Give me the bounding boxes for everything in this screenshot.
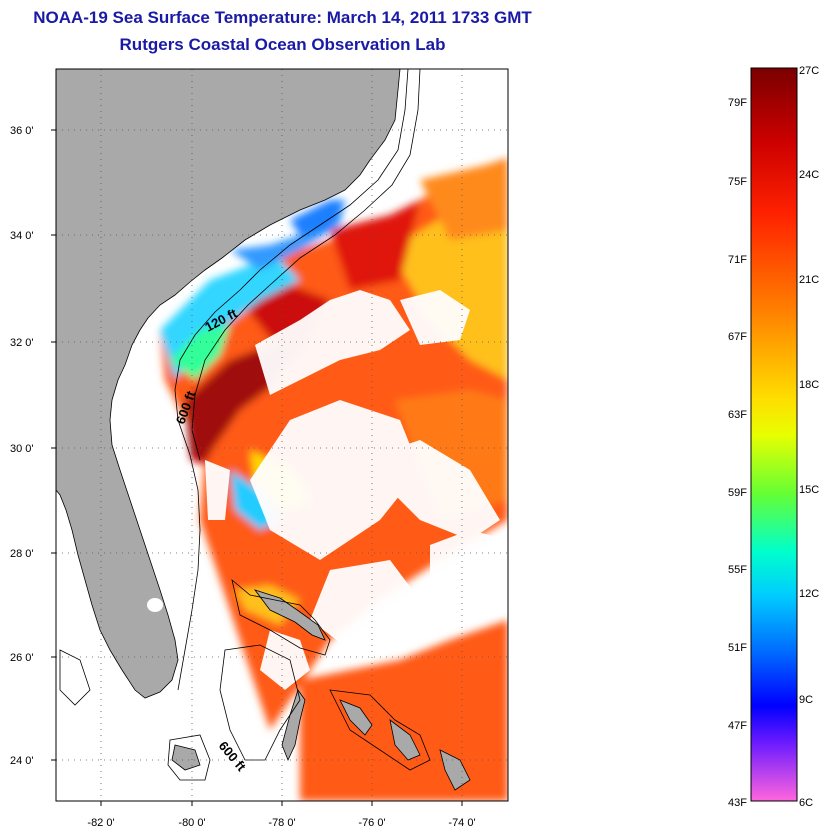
map-layers [56, 69, 508, 801]
colorbar [750, 67, 798, 802]
lon-tick-label: -76 0' [358, 817, 385, 829]
colorbar-f-label: 43F [728, 797, 747, 809]
landmass-us [56, 69, 401, 699]
colorbar-f-label: 71F [728, 254, 747, 266]
colorbar-c-label: 9C [799, 694, 813, 706]
cloud-cover [205, 290, 508, 690]
lat-tick-label: 36 0' [10, 125, 34, 137]
lon-tick-label: -82 0' [87, 817, 114, 829]
colorbar-c-label: 27C [799, 65, 819, 77]
colorbar-c-label: 24C [799, 169, 819, 181]
graticule [56, 69, 508, 801]
colorbar-f-label: 59F [728, 487, 747, 499]
tick-marks [51, 129, 463, 806]
lat-tick-label: 24 0' [10, 755, 34, 767]
colorbar-f-label: 51F [728, 642, 747, 654]
lon-tick-label: -78 0' [268, 817, 295, 829]
colorbar-f-label: 79F [728, 97, 747, 109]
lake-okeechobee [147, 598, 163, 612]
colorbar-c-label: 21C [799, 274, 819, 286]
colorbar-f-label: 55F [728, 564, 747, 576]
colorbar-f-label: 47F [728, 720, 747, 732]
bathymetry-contours [59, 69, 431, 781]
map-subtitle: Rutgers Coastal Ocean Observation Lab [119, 35, 446, 54]
lat-tick-label: 26 0' [10, 652, 34, 664]
colorbar-c-label: 12C [799, 588, 819, 600]
lat-tick-label: 34 0' [10, 230, 34, 242]
lat-tick-label: 32 0' [10, 337, 34, 349]
lat-tick-label: 28 0' [10, 548, 34, 560]
colorbar-c-label: 6C [799, 797, 813, 809]
colorbar-f-label: 67F [728, 331, 747, 343]
map-title: NOAA-19 Sea Surface Temperature: March 1… [33, 8, 532, 27]
colorbar-c-label: 15C [799, 484, 819, 496]
colorbar-f-label: 75F [728, 176, 747, 188]
colorbar-c-label: 18C [799, 379, 819, 391]
lon-tick-label: -80 0' [178, 817, 205, 829]
lat-tick-label: 30 0' [10, 443, 34, 455]
colorbar-f-label: 63F [728, 409, 747, 421]
lon-tick-label: -74 0' [448, 817, 475, 829]
